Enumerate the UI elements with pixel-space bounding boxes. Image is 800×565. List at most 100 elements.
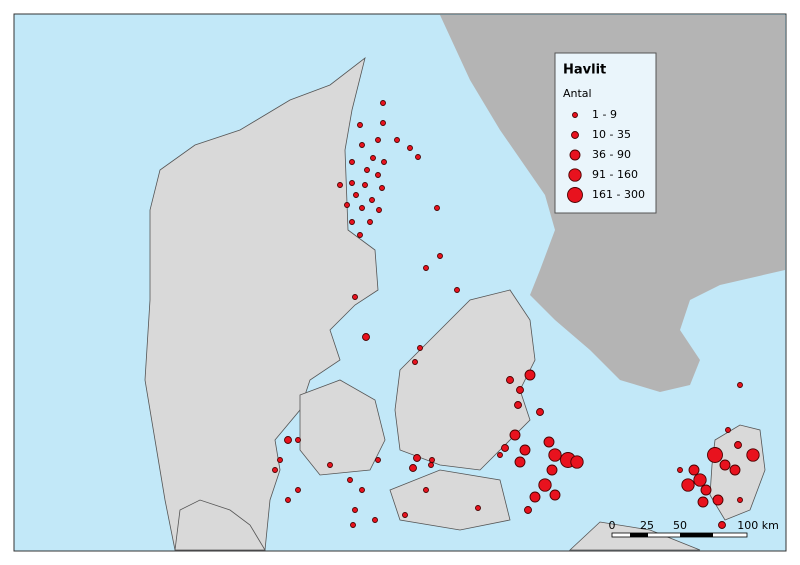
observation-dot — [712, 494, 724, 506]
legend-label: 91 - 160 — [592, 168, 638, 181]
lolland-falster — [389, 469, 511, 531]
observation-dot — [370, 155, 376, 161]
legend-label: 10 - 35 — [592, 128, 631, 141]
scale-bar: 0 25 50 100 km — [609, 519, 779, 538]
observation-dot — [734, 441, 742, 449]
scale-bar-seg — [630, 533, 648, 537]
observation-dot — [434, 205, 440, 211]
observation-dot — [367, 219, 373, 225]
observation-dot — [737, 497, 743, 503]
observation-dot — [548, 448, 562, 462]
observation-dot — [428, 462, 434, 468]
observation-dot — [677, 467, 683, 473]
observation-dot — [746, 448, 760, 462]
legend-symbol — [572, 112, 578, 118]
observation-dot — [295, 487, 301, 493]
zealand — [394, 289, 536, 471]
observation-dot — [285, 497, 291, 503]
observation-dot — [429, 457, 435, 463]
germany — [174, 499, 266, 551]
observation-dot — [380, 120, 386, 126]
observation-dot — [506, 376, 514, 384]
legend-label: 36 - 90 — [592, 148, 631, 161]
observation-dot — [725, 427, 731, 433]
observation-dot — [352, 507, 358, 513]
observation-dot — [337, 182, 343, 188]
legend-title: Havlit — [563, 63, 606, 78]
observation-dot — [375, 457, 381, 463]
observation-dot — [497, 452, 503, 458]
observation-dot — [413, 454, 421, 462]
scale-label: 0 — [609, 519, 616, 532]
observation-dot — [437, 253, 443, 259]
observation-dot — [718, 521, 726, 529]
observation-dot — [349, 159, 355, 165]
observation-dot — [284, 436, 292, 444]
observation-dot — [412, 359, 418, 365]
observation-dot — [327, 462, 333, 468]
observation-dot — [529, 491, 541, 503]
observation-dot — [359, 205, 365, 211]
observation-dot — [357, 232, 363, 238]
observation-dot — [277, 457, 283, 463]
scale-label: 100 km — [737, 519, 779, 532]
observation-dot — [372, 517, 378, 523]
legend-symbol — [567, 187, 583, 203]
observation-dot — [417, 345, 423, 351]
observation-dot — [295, 437, 301, 443]
observation-dot — [376, 207, 382, 213]
observation-dot — [549, 489, 561, 501]
observation-dot — [454, 287, 460, 293]
observation-dot — [719, 459, 731, 471]
observation-dot — [357, 122, 363, 128]
observation-dot — [536, 408, 544, 416]
legend-subtitle: Antal — [563, 87, 592, 100]
observation-dot — [344, 202, 350, 208]
observation-dot — [700, 484, 712, 496]
observation-dot — [369, 197, 375, 203]
observation-dot — [362, 182, 368, 188]
observation-dot — [379, 185, 385, 191]
observation-dot — [697, 496, 709, 508]
observation-dot — [516, 386, 524, 394]
observation-dot — [349, 219, 355, 225]
observation-dot — [375, 172, 381, 178]
observation-dot — [693, 473, 707, 487]
observation-dot — [349, 180, 355, 186]
legend-label: 1 - 9 — [592, 108, 617, 121]
observation-dot — [375, 137, 381, 143]
observation-dot — [402, 512, 408, 518]
observation-dot — [475, 505, 481, 511]
observation-dot — [352, 294, 358, 300]
observation-dot — [353, 192, 359, 198]
observation-dot — [681, 478, 695, 492]
legend-label: 161 - 300 — [592, 188, 645, 201]
legend-symbol — [568, 168, 582, 182]
observation-dot — [546, 464, 558, 476]
observation-dot — [359, 142, 365, 148]
observation-dot — [514, 456, 526, 468]
observation-dot — [524, 506, 532, 514]
observation-dot — [688, 464, 700, 476]
observation-dot — [519, 444, 531, 456]
observation-dot — [707, 447, 723, 463]
observation-dot — [524, 369, 536, 381]
observation-dot — [423, 487, 429, 493]
observation-dot — [729, 464, 741, 476]
observation-dot — [364, 167, 370, 173]
scale-bar-rect — [611, 532, 748, 538]
observation-dot — [380, 100, 386, 106]
observation-dot — [415, 154, 421, 160]
observation-dot — [407, 145, 413, 151]
observation-dot — [350, 522, 356, 528]
observation-dot — [543, 436, 555, 448]
legend-symbol — [571, 131, 579, 139]
observation-dot — [514, 401, 522, 409]
observation-dot — [737, 382, 743, 388]
observation-dot — [538, 478, 552, 492]
observation-dot — [359, 487, 365, 493]
legend: Havlit Antal 1 - 9 10 - 35 36 - 90 91 - 160… — [554, 52, 657, 214]
observation-dot — [381, 159, 387, 165]
scale-label: 50 — [673, 519, 687, 532]
